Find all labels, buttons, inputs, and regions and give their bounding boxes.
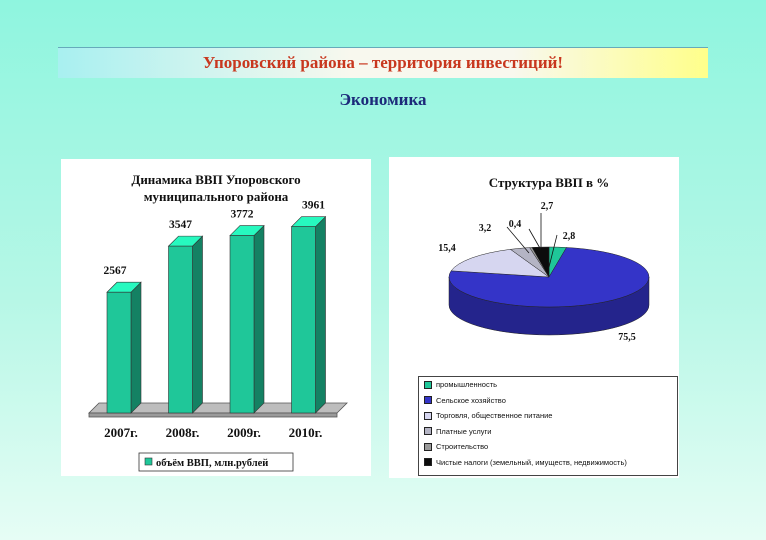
- pie-legend-item: Торговля, общественное питание: [419, 408, 677, 424]
- pie-value-label: 3,2: [479, 223, 492, 234]
- x-tick-label: 2008г.: [166, 425, 200, 440]
- bar-side: [315, 215, 326, 414]
- pie-legend-label: Чистые налоги (земельный, имуществ, недв…: [436, 457, 627, 467]
- pie-value-label: 2,7: [541, 201, 554, 212]
- pie-legend-swatch: [424, 396, 432, 405]
- bar-side: [192, 235, 203, 414]
- bar-value-label: 3772: [231, 209, 254, 221]
- pie-leader-line: [548, 234, 558, 268]
- gdp-bar-chart-panel: Динамика ВВП Упоровского муниципального р…: [61, 159, 371, 476]
- pie-leader-line: [506, 226, 530, 254]
- x-tick-label: 2007г.: [104, 425, 138, 440]
- bar: [291, 226, 316, 414]
- pie-legend-swatch: [424, 442, 432, 451]
- pie-value-label: 75,5: [618, 332, 636, 343]
- bar-value-label: 2567: [104, 265, 127, 277]
- pie-slice: [450, 249, 550, 278]
- x-tick-label: 2009г.: [227, 425, 261, 440]
- title-banner: Упоровский района – территория инвестици…: [58, 47, 708, 78]
- pie-legend-item: промышленность: [419, 377, 677, 393]
- bar-side: [253, 224, 265, 414]
- bar-legend-label: объём ВВП, млн.рублей: [156, 458, 268, 469]
- bar-legend-box: [138, 452, 294, 472]
- chart-title: Структура ВВП в %: [489, 175, 609, 190]
- pie-legend-item: Платные услуги: [419, 424, 677, 440]
- pie-legend-label: Платные услуги: [436, 426, 492, 436]
- bar-value-label: 3961: [302, 200, 325, 212]
- bar: [229, 235, 255, 414]
- pie-legend-item: Сельское хозяйство: [419, 393, 677, 409]
- pie-legend-label: Сельское хозяйство: [436, 395, 506, 405]
- pie-legend-item: Чистые налоги (земельный, имуществ, недв…: [419, 455, 677, 471]
- pie-legend-label: Торговля, общественное питание: [436, 411, 553, 421]
- pie-slice: [531, 246, 550, 278]
- pie-legend-swatch: [424, 427, 432, 436]
- pie-leader-line: [528, 228, 542, 251]
- pie-value-label: 0,4: [509, 219, 522, 230]
- gdp-pie-chart: Структура ВВП в % 2,8 75,5 15,4 3,2 0,4 2,7: [438, 175, 650, 343]
- pie-legend-swatch: [424, 411, 432, 420]
- x-tick-label: 2010г.: [289, 425, 323, 440]
- chart-title-line: муниципального района: [144, 189, 289, 204]
- pie-legend: промышленность Сельское хозяйство Торговля…: [418, 376, 678, 476]
- gdp-bar-chart: Динамика ВВП Упоровского муниципального р…: [88, 172, 348, 472]
- pie-legend-swatch: [424, 458, 432, 467]
- pie-legend-label: промышленность: [436, 380, 498, 390]
- pie-value-label: 15,4: [438, 243, 456, 254]
- bar: [168, 245, 193, 414]
- bar: [106, 291, 132, 414]
- pie-legend-label: Строительство: [436, 442, 489, 452]
- bar-value-label: 3547: [169, 219, 192, 231]
- chart-floor-edge: [88, 412, 338, 418]
- pie-legend-swatch: [424, 380, 432, 389]
- pie-legend-item: Строительство: [419, 439, 677, 455]
- page-title: Упоровский района – территория инвестици…: [202, 53, 564, 72]
- pie-value-label: 2,8: [563, 231, 576, 242]
- bar-side: [130, 281, 142, 414]
- bar-legend-swatch: [144, 457, 153, 466]
- page-subtitle: Экономика: [339, 90, 427, 109]
- chart-title-line: Динамика ВВП Упоровского: [131, 172, 300, 187]
